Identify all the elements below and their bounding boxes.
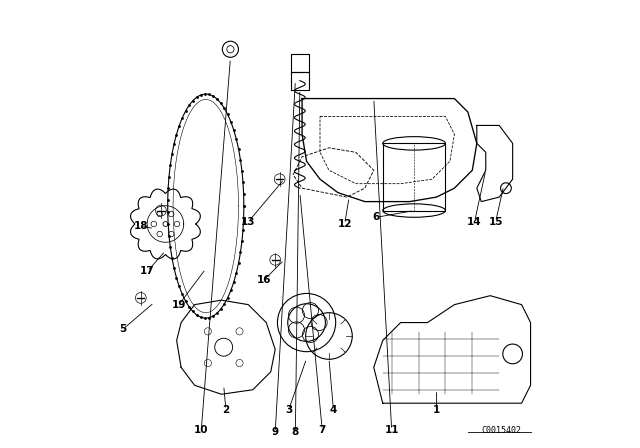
Text: 13: 13 xyxy=(241,217,255,227)
Text: 17: 17 xyxy=(140,266,155,276)
Text: 19: 19 xyxy=(172,300,186,310)
Text: 4: 4 xyxy=(330,405,337,415)
Text: 2: 2 xyxy=(222,405,230,415)
Text: 6: 6 xyxy=(373,212,380,222)
Text: C0015402: C0015402 xyxy=(482,426,522,435)
Text: 10: 10 xyxy=(194,425,209,435)
Text: 18: 18 xyxy=(134,221,148,231)
Text: 15: 15 xyxy=(488,217,503,227)
Text: 9: 9 xyxy=(271,427,279,437)
Text: 8: 8 xyxy=(292,427,299,437)
Text: 7: 7 xyxy=(319,425,326,435)
Text: 1: 1 xyxy=(433,405,440,415)
Text: 11: 11 xyxy=(385,425,399,435)
Text: 5: 5 xyxy=(119,324,127,334)
Text: 3: 3 xyxy=(285,405,292,415)
Text: 12: 12 xyxy=(337,219,352,229)
Text: 16: 16 xyxy=(257,275,271,285)
Text: 14: 14 xyxy=(467,217,482,227)
